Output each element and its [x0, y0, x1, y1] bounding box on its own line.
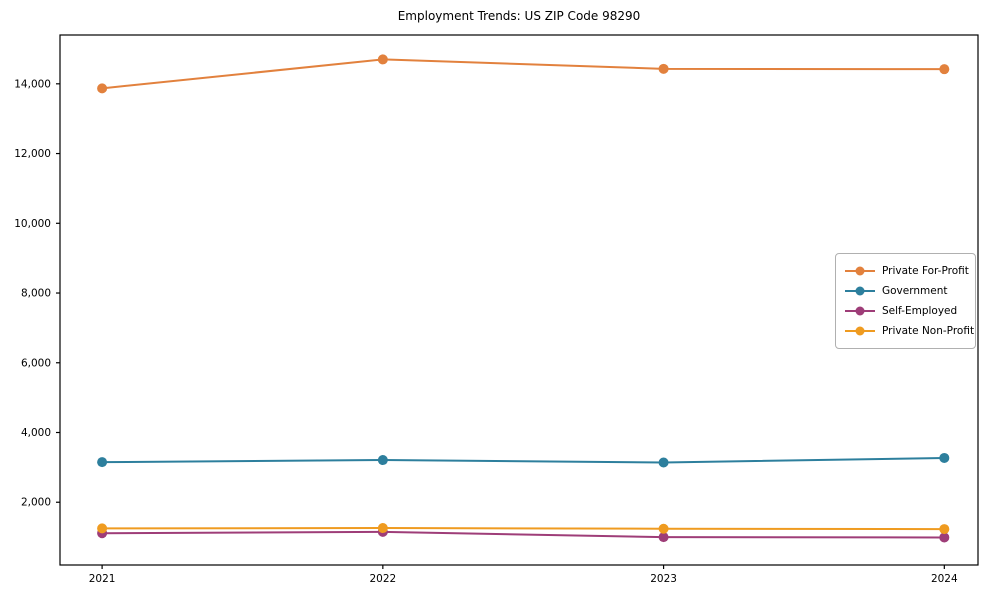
legend-label: Government: [882, 285, 948, 297]
legend-item: Private For-Profit: [845, 261, 969, 281]
legend-label: Private Non-Profit: [882, 325, 975, 337]
data-point-private-for-profit: [658, 63, 669, 74]
line-series-government: [101, 456, 946, 464]
legend-marker-icon: [855, 306, 865, 316]
y-tick-label: 8,000: [21, 288, 51, 300]
y-tick-label: 12,000: [14, 148, 51, 160]
data-point-private-for-profit: [377, 54, 388, 65]
y-tick-label: 10,000: [14, 218, 51, 230]
data-point-government: [377, 455, 388, 466]
y-tick-label: 2,000: [21, 497, 51, 509]
x-tick-label: 2024: [931, 573, 958, 585]
legend-swatch-icon: [845, 286, 875, 296]
legend-marker-icon: [855, 266, 865, 276]
y-tick-label: 6,000: [21, 357, 51, 369]
line-series-private-non-profit: [101, 527, 946, 531]
data-point-government: [658, 457, 669, 468]
legend-marker-icon: [855, 326, 865, 336]
legend-item: Government: [845, 281, 966, 301]
legend: Private For-Profit Government Self-Employe…: [835, 253, 976, 349]
legend-swatch-icon: [845, 306, 875, 316]
legend-label: Private For-Profit: [882, 265, 969, 277]
y-tick-label: 4,000: [21, 427, 51, 439]
data-point-private-non-profit: [97, 523, 108, 534]
legend-swatch-icon: [845, 266, 875, 276]
data-point-private-for-profit: [939, 64, 950, 75]
data-point-self-employed: [939, 532, 950, 543]
x-tick-label: 2023: [650, 573, 677, 585]
legend-swatch-icon: [845, 326, 875, 336]
line-series-private-for-profit: [101, 58, 946, 90]
data-point-private-non-profit: [377, 523, 388, 534]
chart-title: Employment Trends: US ZIP Code 98290: [397, 9, 641, 23]
data-point-government: [97, 457, 108, 468]
y-tick-label: 14,000: [14, 78, 51, 90]
x-tick-label: 2022: [369, 573, 396, 585]
x-tick-label: 2021: [89, 573, 116, 585]
legend-label: Self-Employed: [882, 305, 958, 317]
data-point-private-non-profit: [658, 523, 669, 534]
axes-spines: [59, 34, 979, 566]
legend-item: Private Non-Profit: [845, 321, 974, 341]
data-point-private-for-profit: [97, 83, 108, 94]
legend-item: Self-Employed: [845, 301, 966, 321]
data-point-government: [939, 452, 950, 463]
data-point-self-employed: [658, 532, 669, 543]
line-series-self-employed: [101, 530, 946, 539]
legend-marker-icon: [855, 286, 865, 296]
data-point-private-non-profit: [939, 524, 950, 535]
